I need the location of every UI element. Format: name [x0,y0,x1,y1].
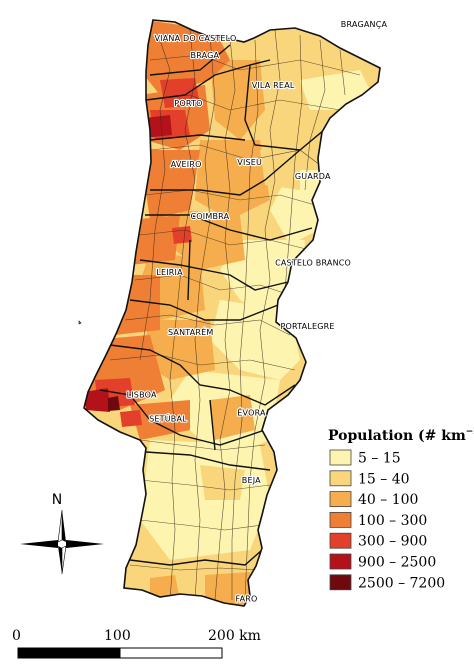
region-fill-barreiro [120,410,142,427]
north-arrow-north-light [57,509,63,543]
legend-label-6: 2500 – 7200 [358,575,445,591]
region-fill-minho [140,20,230,95]
region-fill-aveiro [140,150,200,220]
scale-bar-segment-light [119,647,223,659]
district-borders [99,44,331,566]
city-label-lisboa: LISBOA [127,391,157,400]
city-label-castelo-branco: CASTELO BRANCO [275,259,351,268]
north-arrow-south-half [58,546,62,574]
region-fill-evora-city [210,395,255,440]
city-label-vila-real: VILA REAL [252,81,295,90]
legend-swatch-4 [329,532,352,549]
north-arrow-south-light [61,545,67,575]
region-fill-oeste [115,275,160,335]
city-label-portalegre: PORTALEGRE [281,322,335,331]
city-label-viseu: VISEU [237,158,262,167]
region-fill-lisbon-core [84,388,110,412]
region-fill-vila-real [210,60,265,140]
legend-items: 5 – 15 15 – 40 40 – 100 100 – 300 300 – 900 9… [329,449,445,591]
north-label: N [52,492,62,508]
region-fill-braga-ring [160,78,200,108]
legend-swatch-3 [329,512,352,528]
region-fill-coimbra-inland [175,210,245,270]
legend-title: Population (# km−2) [328,427,474,444]
north-arrow: N [20,492,104,575]
region-fill-guarda [260,150,300,190]
city-label-aveiro: AVEIRO [171,160,202,169]
legend-label-0: 5 – 15 [358,451,401,467]
north-arrow-west [20,540,58,548]
region-fill-guarda-east [270,170,325,245]
region-fill-algarve-west [150,575,180,600]
north-arrow-east [66,540,104,548]
region-fill-porto-core [145,115,172,138]
scale-bar-segment-dark [17,647,121,659]
berlengas-islet [78,320,82,325]
region-fill-coastal-centre [130,215,180,265]
north-arrow-north-half [62,510,66,542]
region-fill-santarem [140,320,215,380]
city-label-leiria: LEIRIA [156,268,183,277]
city-label-porto: PORTO [174,99,202,108]
legend-label-2: 40 – 100 [358,492,418,508]
legend: Population (# km−2) 5 – 15 15 – 40 40 – 10… [328,427,474,591]
city-label-guarda: GUARDA [295,172,331,181]
city-label-coimbra: COIMBRA [191,212,230,221]
city-label-santar-m: SANTARÉM [168,326,214,337]
city-label-viana-do-castelo: VIANA DO CASTELO [155,34,237,43]
legend-label-3: 100 – 300 [358,513,427,529]
city-labels: VIANA DO CASTELO BRAGA VILA REAL BRAGANÇA PO… [125,19,388,605]
city-label-braga: BRAGA [191,51,220,60]
legend-swatch-0 [329,449,352,466]
scale-tick-200: 200 km [208,628,261,644]
scale-tick-100: 100 [104,628,131,644]
region-fill-beja [200,465,245,500]
city-label-set-bal: SETÚBAL [149,413,187,424]
scale-tick-0: 0 [12,628,21,644]
city-label-beja: BEJA [242,476,261,485]
legend-label-4: 300 – 900 [358,534,427,550]
city-label--vora: ÉVORA [237,407,266,418]
legend-label-5: 900 – 2500 [358,555,436,571]
scale-bar: 0 100 200 km [12,628,261,659]
legend-swatch-1 [329,470,352,487]
city-label-faro: FARO [236,595,258,604]
region-fill-coimbra-city [172,226,192,244]
legend-label-1: 15 – 40 [358,471,410,487]
legend-swatch-6 [329,574,352,591]
legend-swatch-2 [329,491,352,508]
region-fill-lisbon-centre [108,396,120,411]
legend-swatch-5 [329,553,352,570]
country-outline [83,19,381,607]
city-label-bragan-a: BRAGANÇA [341,20,388,29]
